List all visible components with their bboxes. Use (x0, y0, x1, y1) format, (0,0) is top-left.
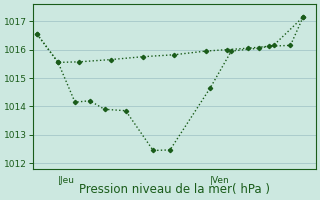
Text: |Ven: |Ven (210, 176, 229, 185)
X-axis label: Pression niveau de la mer( hPa ): Pression niveau de la mer( hPa ) (79, 183, 270, 196)
Text: |Jeu: |Jeu (58, 176, 75, 185)
